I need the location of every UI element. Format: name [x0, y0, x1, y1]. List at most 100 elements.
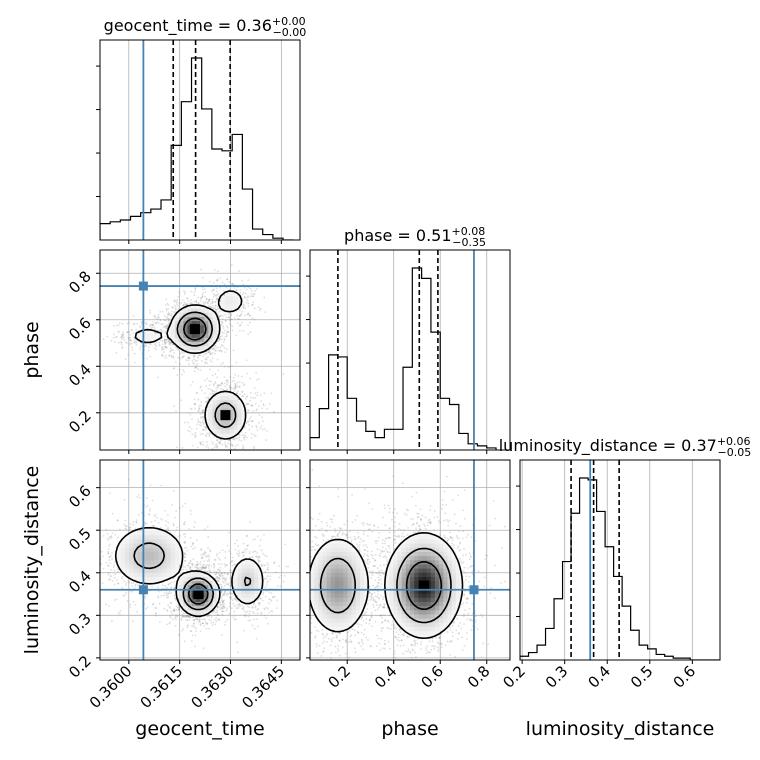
- sample-point: [208, 558, 211, 561]
- sample-point: [111, 558, 114, 560]
- sample-point: [109, 562, 111, 565]
- sample-point: [247, 302, 250, 305]
- sample-point: [160, 526, 163, 529]
- density-cell: [195, 341, 201, 347]
- sample-point: [67, 546, 69, 548]
- density-cell: [233, 295, 238, 301]
- sample-point: [190, 428, 193, 430]
- sample-point: [165, 341, 168, 343]
- y-tick-label: 0.6: [65, 314, 95, 344]
- sample-point: [212, 562, 215, 565]
- sample-point: [199, 623, 202, 625]
- sample-point: [234, 384, 237, 387]
- sample-point: [216, 614, 219, 617]
- sample-point: [241, 444, 244, 447]
- density-cell: [191, 333, 197, 338]
- sample-point: [202, 409, 204, 412]
- sample-point: [131, 620, 134, 623]
- density-cell: [237, 425, 242, 430]
- sample-point: [203, 429, 206, 432]
- sample-point: [250, 404, 253, 407]
- sample-point: [217, 346, 219, 349]
- density-cell: [220, 391, 226, 397]
- sample-point: [227, 365, 230, 368]
- sample-point: [151, 525, 154, 528]
- density-cell: [191, 320, 197, 326]
- sample-point: [220, 381, 223, 384]
- sample-point: [174, 617, 176, 619]
- density-cell: [225, 395, 230, 401]
- sample-point: [221, 318, 224, 321]
- sample-point: [238, 318, 240, 321]
- sample-point: [225, 334, 228, 336]
- sample-point: [105, 561, 108, 564]
- sample-point: [164, 520, 167, 522]
- scatter-panel-geocent_time-phase: 0.20.40.60.8: [65, 249, 301, 455]
- sample-point: [170, 601, 173, 604]
- sample-point: [242, 446, 245, 449]
- sample-point: [123, 339, 126, 341]
- sample-point: [221, 443, 224, 446]
- sample-point: [243, 426, 246, 428]
- density-cell: [237, 404, 242, 409]
- density-cell: [187, 341, 192, 347]
- hist-content: [310, 250, 497, 450]
- sample-point: [225, 380, 228, 383]
- sample-point: [166, 623, 168, 626]
- density-cell: [179, 341, 184, 347]
- sample-point: [183, 290, 185, 292]
- sample-point: [216, 439, 219, 441]
- density-cell: [225, 420, 230, 426]
- sample-point: [208, 350, 211, 352]
- sample-point: [230, 314, 233, 317]
- sample-point: [164, 335, 167, 338]
- sample-point: [246, 296, 249, 299]
- sample-point: [206, 377, 209, 380]
- sample-point: [164, 342, 167, 344]
- sample-point: [221, 321, 224, 323]
- sample-point: [225, 325, 228, 328]
- sample-point: [169, 343, 171, 345]
- sample-point: [173, 610, 175, 613]
- sample-point: [214, 611, 217, 614]
- density-cell: [229, 429, 234, 434]
- sample-point: [146, 327, 149, 330]
- sample-point: [230, 598, 233, 601]
- density-cell: [237, 408, 242, 413]
- sample-point: [109, 578, 112, 581]
- sample-point: [228, 602, 231, 605]
- sample-point: [210, 302, 212, 305]
- sample-point: [185, 615, 188, 618]
- sample-point: [200, 297, 203, 300]
- sample-point: [218, 575, 221, 577]
- sample-point: [251, 420, 254, 422]
- sample-point: [207, 298, 210, 301]
- density-cell: [145, 333, 151, 338]
- sample-point: [154, 612, 157, 615]
- sample-point: [193, 619, 196, 622]
- sample-point: [196, 362, 199, 365]
- sample-point: [143, 595, 146, 598]
- sample-point: [233, 287, 236, 289]
- sample-point: [176, 348, 179, 351]
- sample-point: [215, 442, 218, 445]
- sample-point: [218, 339, 220, 342]
- sample-point: [218, 384, 221, 386]
- sample-point: [193, 291, 196, 294]
- histogram-step: [520, 477, 720, 660]
- sample-point: [215, 453, 217, 455]
- density-cell: [179, 333, 184, 338]
- sample-point: [213, 269, 216, 271]
- sample-point: [198, 423, 201, 426]
- sample-point: [184, 553, 187, 556]
- sample-point: [223, 338, 226, 341]
- sample-point: [249, 399, 251, 402]
- sample-point: [234, 445, 237, 448]
- sample-point: [212, 442, 214, 445]
- sample-point: [244, 397, 247, 400]
- sample-point: [229, 376, 232, 378]
- sample-point: [187, 429, 190, 432]
- sample-point: [227, 583, 230, 585]
- density-cell: [208, 325, 213, 330]
